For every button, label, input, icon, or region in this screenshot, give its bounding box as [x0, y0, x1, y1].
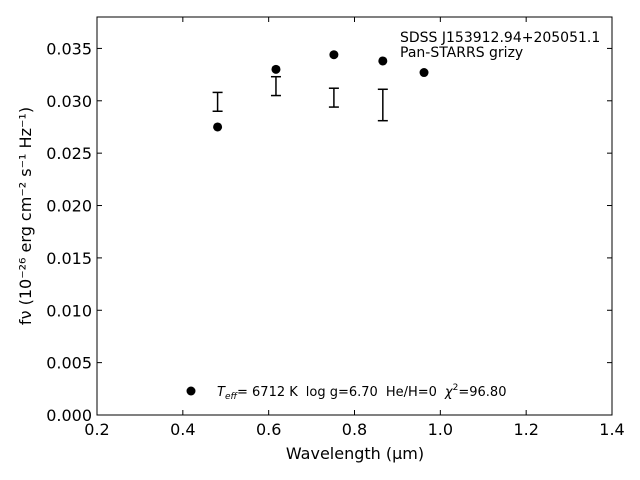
y-tick-label: 0.035: [46, 39, 92, 58]
observed-errorbar: [328, 87, 339, 108]
y-tick-label: 0.025: [46, 144, 92, 163]
legend-chi-value: =96.80: [458, 385, 506, 400]
y-tick-label: 0.000: [46, 406, 92, 425]
survey-label: Pan-STARRS grizy: [400, 45, 523, 61]
observed-errorbar: [270, 75, 281, 97]
y-axis-label: fν (10⁻²⁶ erg cm⁻² s⁻¹ Hz⁻¹): [16, 107, 35, 325]
model-point: [329, 50, 339, 60]
model-point: [378, 56, 388, 66]
x-tick-label: 1.2: [513, 420, 538, 439]
axes-frame: [96, 16, 613, 416]
x-tick-label: 0.4: [170, 420, 195, 439]
model-point: [213, 122, 223, 132]
model-point: [419, 68, 429, 78]
y-tick-label: 0.015: [46, 249, 92, 268]
observed-errorbar: [377, 88, 388, 122]
data-marks: [212, 50, 429, 132]
legend-text: Teff= 6712 K log g=6.70 He/H=0 χ2=96.80: [217, 383, 506, 402]
y-tick-label: 0.020: [46, 197, 92, 216]
x-tick-label: 1.4: [599, 420, 624, 439]
model-point: [271, 64, 281, 74]
object-name-label: SDSS J153912.94+205051.1: [400, 30, 600, 46]
legend-marker: [186, 386, 196, 396]
y-tick-label: 0.030: [46, 92, 92, 111]
observed-errorbar: [212, 91, 223, 113]
legend-heh: He/H=0: [386, 385, 437, 400]
y-tick-label: 0.005: [46, 354, 92, 373]
legend-chi-symbol: χ: [444, 385, 454, 400]
x-tick-label: 0.6: [256, 420, 281, 439]
legend-logg: log g=6.70: [306, 385, 378, 400]
y-axis-ticks: 0.000 0.005 0.010 0.015 0.020 0.025 0.030 0.035: [46, 39, 612, 425]
legend-teff-symbol: T: [217, 385, 226, 400]
x-axis-label: Wavelength (μm): [286, 444, 424, 463]
x-tick-label: 0.2: [84, 420, 109, 439]
x-tick-label: 0.8: [342, 420, 367, 439]
legend-chi-power: 2: [453, 383, 459, 393]
legend-teff-value: = 6712 K: [237, 385, 298, 400]
legend-teff-subscript: eff: [225, 392, 239, 402]
y-tick-label: 0.010: [46, 301, 92, 320]
legend: Teff= 6712 K log g=6.70 He/H=0 χ2=96.80: [186, 383, 506, 402]
x-tick-label: 1.0: [428, 420, 453, 439]
